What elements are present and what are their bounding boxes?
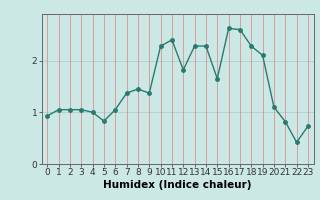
X-axis label: Humidex (Indice chaleur): Humidex (Indice chaleur)	[103, 180, 252, 190]
